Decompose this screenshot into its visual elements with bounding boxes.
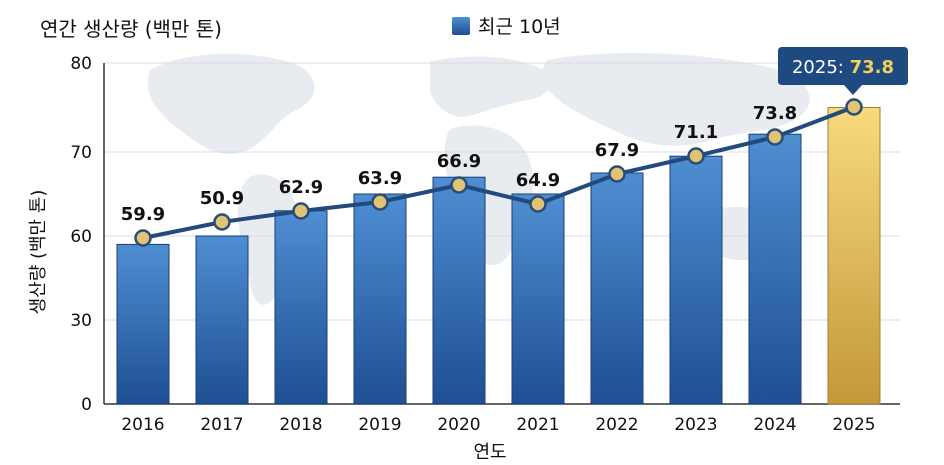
y-axis-title: 생산량 (백만 톤) <box>28 190 49 315</box>
bar <box>116 243 170 405</box>
line-marker <box>450 176 468 194</box>
callout: 2025: 73.8 <box>778 47 908 95</box>
data-label: 50.9 <box>200 188 244 209</box>
line-marker <box>687 147 705 165</box>
x-tick-label: 2016 <box>121 415 164 435</box>
y-tick-label: 60 <box>70 227 92 247</box>
data-label: 62.9 <box>279 177 323 198</box>
x-tick-label: 2019 <box>358 415 401 435</box>
data-label: 73.8 <box>753 103 797 124</box>
bars <box>116 107 881 405</box>
data-label: 59.9 <box>121 204 165 225</box>
bar <box>511 193 565 405</box>
data-label: 64.9 <box>516 170 560 191</box>
line-marker <box>292 202 310 220</box>
y-tick-label: 30 <box>70 311 92 331</box>
line-marker <box>134 229 152 247</box>
line-marker <box>608 165 626 183</box>
callout-text: 2025: 73.8 <box>792 57 894 78</box>
x-tick-label: 2020 <box>437 415 480 435</box>
line-marker <box>529 195 547 213</box>
y-tick-label: 0 <box>81 395 92 415</box>
callout-year: 2025: <box>792 57 844 78</box>
bar <box>353 193 407 405</box>
data-labels: 59.9 50.9 62.9 63.9 66.9 64.9 67.9 71.1 73.8 <box>121 103 797 225</box>
series-line <box>142 105 855 240</box>
bar <box>748 133 802 405</box>
data-label: 67.9 <box>595 140 639 161</box>
chart-title: 연간 생산량 (백만 톤) <box>40 17 222 41</box>
legend: 최근 10년 <box>452 16 561 38</box>
x-axis-title: 연도 <box>473 442 506 463</box>
bar <box>195 235 249 405</box>
bar <box>827 107 881 405</box>
data-label: 66.9 <box>437 151 481 172</box>
y-tick-label: 80 <box>70 54 92 74</box>
line-marker <box>766 128 784 146</box>
x-tick-label: 2022 <box>595 415 638 435</box>
x-tick-label: 2018 <box>279 415 322 435</box>
x-tick-label: 2017 <box>200 415 243 435</box>
data-label: 71.1 <box>674 122 718 143</box>
callout-value: 73.8 <box>850 57 894 78</box>
data-label: 63.9 <box>358 168 402 189</box>
world-map-background <box>147 53 810 305</box>
x-tick-label: 2023 <box>674 415 717 435</box>
x-tick-label: 2021 <box>516 415 559 435</box>
bar <box>432 176 486 405</box>
callout-box <box>778 47 908 95</box>
bar <box>669 155 723 405</box>
legend-swatch <box>452 17 470 35</box>
line-marker <box>371 193 389 211</box>
bar <box>274 210 328 405</box>
x-tick-label: 2024 <box>753 415 796 435</box>
line-series <box>134 98 863 247</box>
x-tick-label: 2025 <box>832 415 875 435</box>
y-tick-label: 70 <box>70 143 92 163</box>
line-marker <box>213 213 231 231</box>
legend-label: 최근 10년 <box>478 16 561 38</box>
line-marker <box>845 98 863 116</box>
bar <box>590 172 644 405</box>
